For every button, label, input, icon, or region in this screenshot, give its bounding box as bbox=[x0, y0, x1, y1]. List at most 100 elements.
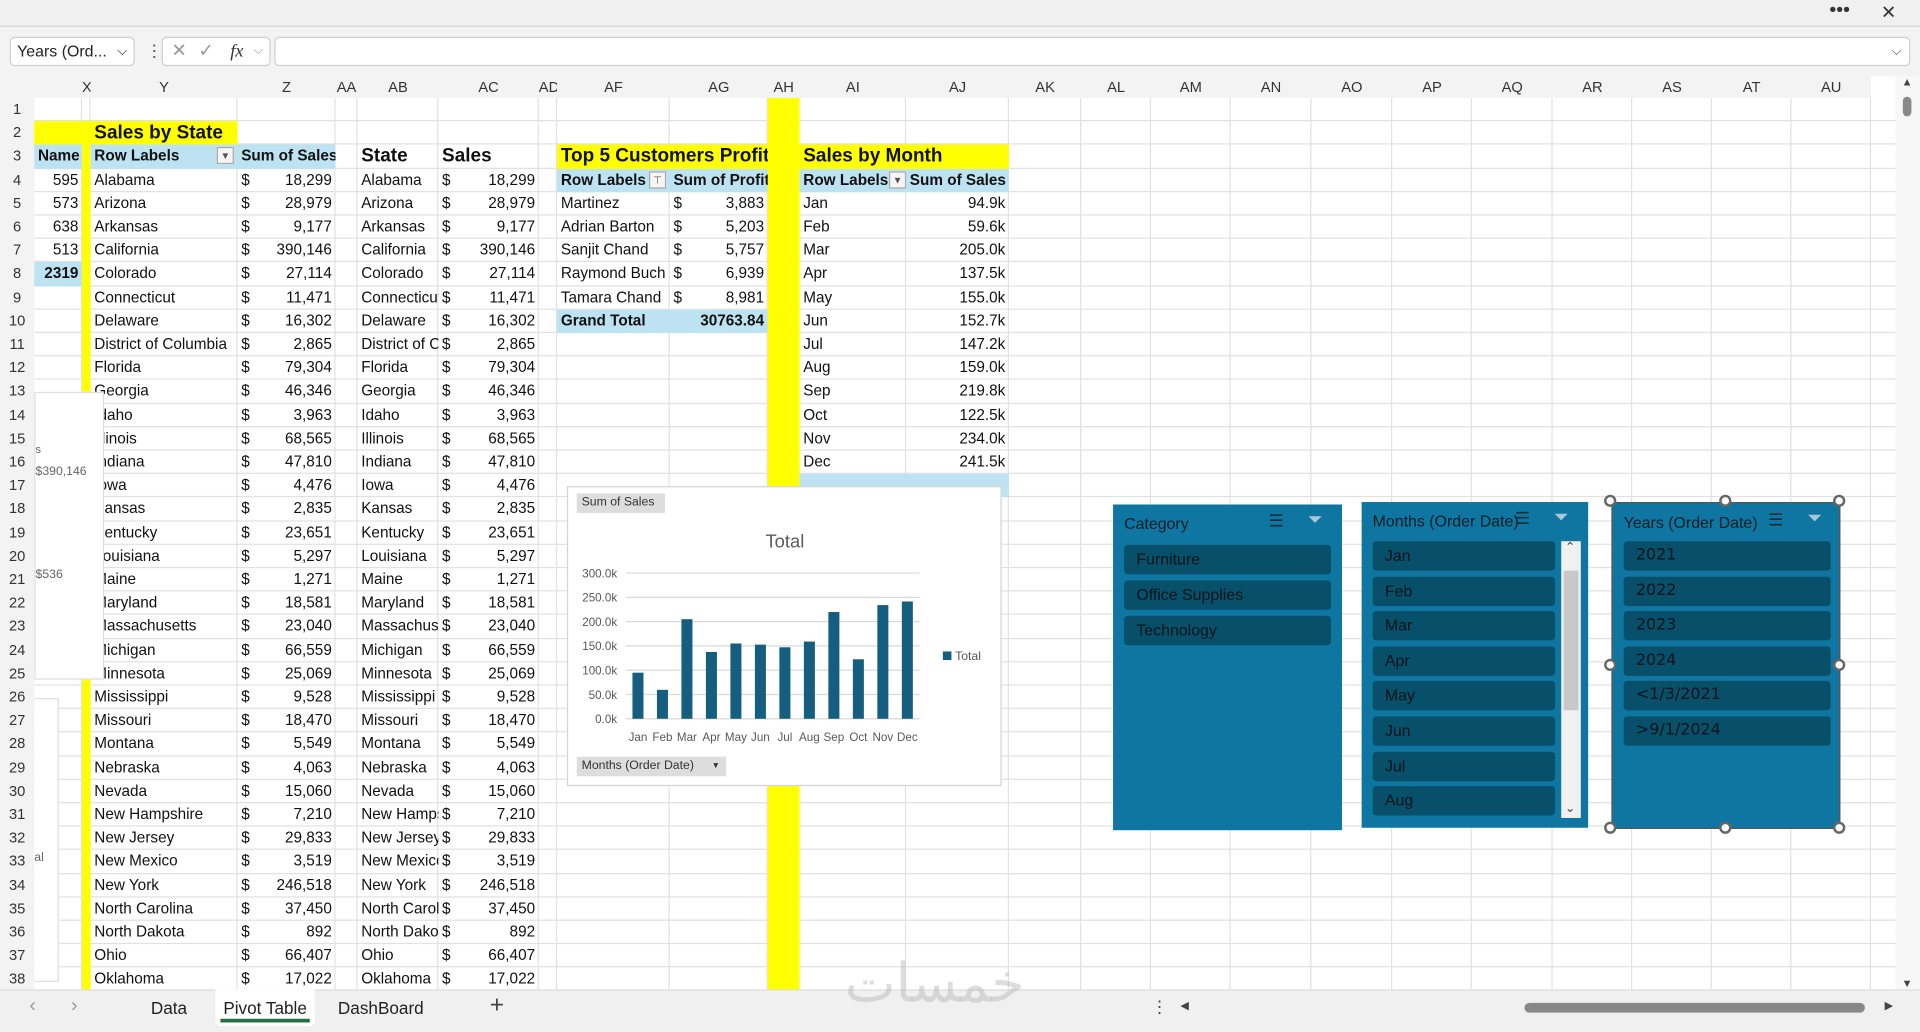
expand-formula-icon[interactable]: ⌵ bbox=[1891, 44, 1902, 59]
month-label[interactable]: May bbox=[803, 288, 833, 306]
currency-symbol[interactable]: $ bbox=[442, 359, 451, 377]
currency-symbol[interactable]: $ bbox=[241, 241, 250, 259]
sales-value[interactable]: 23,040 bbox=[285, 617, 332, 635]
sales-value[interactable]: 7,210 bbox=[293, 805, 332, 823]
currency-symbol[interactable]: $ bbox=[241, 453, 250, 471]
state-label[interactable]: Nebraska bbox=[94, 758, 160, 776]
state-label[interactable]: Florida bbox=[94, 359, 142, 377]
state-label[interactable]: New Jersey bbox=[94, 829, 175, 847]
sales-value[interactable]: 3,519 bbox=[496, 852, 536, 870]
sales-value[interactable]: 18,581 bbox=[488, 594, 536, 612]
column-header[interactable]: AP bbox=[1392, 75, 1472, 98]
currency-symbol[interactable]: $ bbox=[241, 876, 250, 894]
month-sales-value[interactable]: 94.9k bbox=[967, 194, 1006, 212]
currency-symbol[interactable]: $ bbox=[442, 664, 451, 682]
month-label[interactable]: Oct bbox=[803, 406, 828, 424]
sum-header[interactable]: Sum of Profit bbox=[673, 170, 768, 189]
formula-input[interactable]: ⌵ bbox=[274, 36, 1911, 67]
state-label[interactable]: Kentucky bbox=[94, 523, 158, 541]
currency-symbol[interactable]: $ bbox=[241, 429, 250, 447]
month-sales-value[interactable]: 122.5k bbox=[959, 406, 1006, 424]
column-header[interactable]: AQ bbox=[1471, 75, 1553, 98]
column-header[interactable]: AA bbox=[335, 75, 358, 98]
state-label[interactable]: New York bbox=[361, 876, 426, 894]
multi-select-icon[interactable]: ☰ bbox=[1268, 510, 1284, 531]
sales-value[interactable]: 5,297 bbox=[496, 547, 536, 565]
state-label[interactable]: Connecticut bbox=[361, 288, 439, 306]
row-header[interactable]: 27 bbox=[0, 709, 35, 733]
sales-value[interactable]: 5,549 bbox=[496, 735, 536, 753]
sales-value[interactable]: 4,063 bbox=[496, 758, 536, 776]
currency-symbol[interactable]: $ bbox=[442, 288, 451, 306]
column-header[interactable]: AG bbox=[669, 75, 768, 98]
state-label[interactable]: Georgia bbox=[361, 382, 416, 400]
state-label[interactable]: Montana bbox=[94, 735, 154, 753]
state-label[interactable]: District of Columbia bbox=[361, 335, 438, 353]
column-label[interactable]: Name bbox=[37, 147, 80, 165]
row-header[interactable]: 21 bbox=[0, 568, 35, 592]
name-value[interactable]: 513 bbox=[52, 241, 79, 259]
column-header[interactable]: X bbox=[82, 75, 91, 98]
row-header[interactable]: 4 bbox=[0, 168, 35, 192]
partial-chart-object[interactable]: s $390,146 $536 bbox=[34, 391, 105, 680]
sales-value[interactable]: 5,549 bbox=[293, 735, 332, 753]
resize-handle[interactable] bbox=[1833, 494, 1846, 507]
sales-value[interactable]: 390,146 bbox=[276, 241, 332, 259]
column-header[interactable]: AL bbox=[1081, 75, 1152, 98]
state-label[interactable]: North Carolina bbox=[94, 899, 193, 917]
vertical-scrollbar[interactable]: ▲ ▼ bbox=[1895, 75, 1920, 989]
sales-value[interactable]: 9,177 bbox=[496, 217, 536, 236]
state-label[interactable]: Mississippi bbox=[361, 688, 436, 706]
currency-symbol[interactable]: $ bbox=[241, 758, 250, 776]
row-header[interactable]: 22 bbox=[0, 591, 35, 616]
currency-symbol[interactable]: $ bbox=[241, 899, 250, 917]
month-sales-value[interactable]: 147.2k bbox=[959, 335, 1006, 353]
currency-symbol[interactable]: $ bbox=[442, 194, 451, 212]
row-header[interactable]: 14 bbox=[0, 403, 35, 428]
sales-value[interactable]: 37,450 bbox=[285, 899, 332, 917]
sales-value[interactable]: 3,963 bbox=[293, 406, 332, 424]
currency-symbol[interactable]: $ bbox=[241, 923, 250, 941]
sales-value[interactable]: 16,302 bbox=[488, 311, 536, 330]
row-header[interactable]: 3 bbox=[0, 144, 35, 169]
state-label[interactable]: Maryland bbox=[361, 594, 425, 612]
currency-symbol[interactable]: $ bbox=[241, 805, 250, 823]
sales-value[interactable]: 7,210 bbox=[496, 805, 536, 823]
currency-symbol[interactable]: $ bbox=[241, 217, 250, 236]
state-label[interactable]: Missouri bbox=[94, 711, 152, 729]
month-sales-value[interactable]: 152.7k bbox=[959, 311, 1006, 330]
state-label[interactable]: Illinois bbox=[94, 429, 137, 447]
filter-dropdown-button[interactable]: ▼ bbox=[216, 147, 234, 165]
customer-label[interactable]: Tamara Chand bbox=[560, 288, 662, 306]
sort-filter-icon[interactable]: ⊤ bbox=[648, 170, 667, 189]
month-sales-value[interactable]: 241.5k bbox=[959, 453, 1006, 471]
slicer-item[interactable]: >9/1/2024 bbox=[1623, 716, 1831, 746]
sales-value[interactable]: 246,518 bbox=[276, 876, 332, 894]
sales-value[interactable]: 27,114 bbox=[489, 264, 536, 283]
state-label[interactable]: Mississippi bbox=[94, 688, 169, 706]
month-label[interactable]: Sep bbox=[803, 382, 831, 400]
currency-symbol[interactable]: $ bbox=[442, 923, 451, 941]
kebab-icon[interactable]: ⋮ bbox=[145, 40, 163, 61]
currency-symbol[interactable]: $ bbox=[241, 617, 250, 635]
row-header[interactable]: 33 bbox=[0, 850, 35, 874]
currency-symbol[interactable]: $ bbox=[442, 406, 451, 424]
state-label[interactable]: New Mexico bbox=[361, 852, 439, 870]
row-header[interactable]: 17 bbox=[0, 474, 35, 498]
scroll-up-icon[interactable]: ▲ bbox=[1901, 75, 1913, 89]
slicer-months-order-date[interactable]: Months (Order Date) ☰ ⏷ Jan Feb Mar Apr May Jun J… bbox=[1361, 502, 1589, 828]
state-label[interactable]: Idaho bbox=[361, 406, 400, 424]
filter-dropdown-button[interactable]: ▼ bbox=[888, 170, 907, 189]
currency-symbol[interactable]: $ bbox=[241, 523, 250, 541]
state-label[interactable]: Georgia bbox=[94, 382, 149, 400]
state-label[interactable]: Missouri bbox=[361, 711, 419, 729]
row-header[interactable]: 28 bbox=[0, 732, 35, 757]
currency-symbol[interactable]: $ bbox=[442, 170, 451, 189]
column-header[interactable]: AD bbox=[538, 75, 558, 98]
currency-symbol[interactable]: $ bbox=[442, 453, 451, 471]
slicer-item[interactable]: Jun bbox=[1372, 716, 1556, 746]
sales-value[interactable]: 2,835 bbox=[496, 500, 536, 518]
row-header[interactable]: 2 bbox=[0, 121, 35, 145]
row-header[interactable]: 6 bbox=[0, 215, 35, 240]
currency-symbol[interactable]: $ bbox=[241, 382, 250, 400]
